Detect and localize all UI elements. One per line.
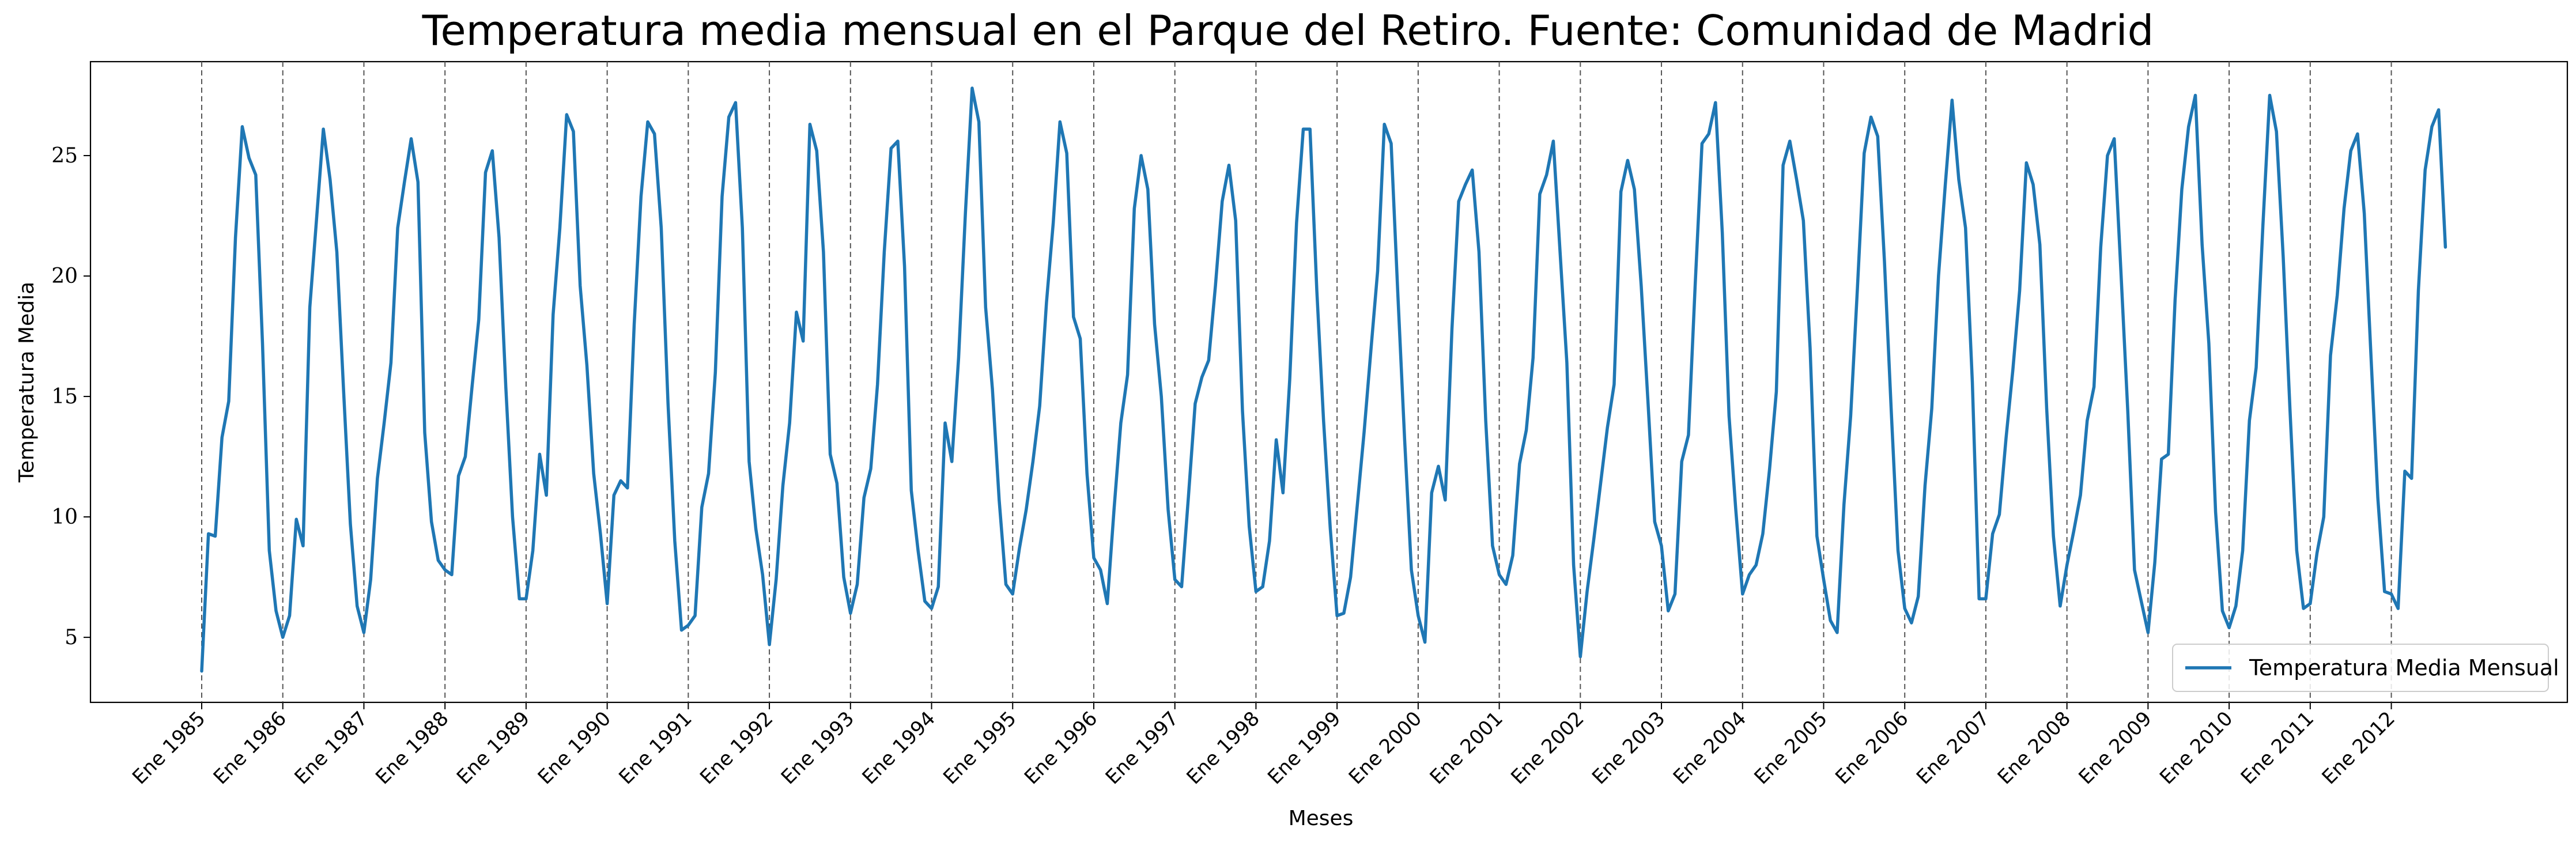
y-tick-label: 15 <box>51 385 78 409</box>
x-tick-label: Ene 1990 <box>534 707 615 789</box>
y-axis-ticks: 5 10 15 20 25 <box>51 144 90 649</box>
legend-label: Temperatura Media Mensual <box>2249 655 2559 680</box>
x-tick-label: Ene 2000 <box>1344 707 1426 789</box>
x-tick-label: Ene 1989 <box>452 707 534 789</box>
x-tick-label: Ene 1987 <box>290 707 372 789</box>
x-tick-label: Ene 2008 <box>1993 707 2075 789</box>
x-tick-label: Ene 1997 <box>1101 707 1183 789</box>
x-tick-label: Ene 1996 <box>1020 707 1102 789</box>
x-tick-label: Ene 2007 <box>1912 707 1994 789</box>
y-tick-label: 25 <box>51 144 78 168</box>
x-tick-label: Ene 1998 <box>1182 707 1264 789</box>
y-tick-label: 10 <box>51 505 78 529</box>
x-tick-label: Ene 2005 <box>1750 707 1832 789</box>
series-line-temperatura-media-mensual <box>200 86 2447 673</box>
x-tick-label: Ene 2012 <box>2318 707 2400 789</box>
legend: Temperatura Media Mensual <box>2172 644 2559 692</box>
x-tick-label: Ene 2010 <box>2155 707 2237 789</box>
plot-frame <box>89 60 2569 704</box>
x-tick-label: Ene 1992 <box>696 707 777 789</box>
x-tick-label: Ene 1986 <box>209 707 291 789</box>
x-tick-label: Ene 1994 <box>858 707 940 789</box>
y-tick-label: 20 <box>51 264 78 288</box>
vertical-gridlines <box>201 62 2392 702</box>
x-tick-label: Ene 2009 <box>2074 707 2156 789</box>
x-tick-label: Ene 2001 <box>1426 707 1508 789</box>
chart-title: Temperatura media mensual en el Parque d… <box>422 6 2154 55</box>
x-tick-label: Ene 2003 <box>1588 707 1670 789</box>
x-tick-label: Ene 1991 <box>614 707 696 789</box>
x-tick-label: Ene 1988 <box>371 707 453 789</box>
x-tick-label: Ene 1995 <box>939 707 1021 789</box>
y-tick-label: 5 <box>65 626 78 649</box>
y-axis-label: Temperatura Media <box>15 282 39 483</box>
x-tick-label: Ene 1999 <box>1263 707 1345 789</box>
x-tick-label: Ene 1993 <box>777 707 859 789</box>
x-tick-label: Ene 2011 <box>2237 707 2318 789</box>
x-tick-label: Ene 2004 <box>1669 707 1751 789</box>
x-tick-label: Ene 2006 <box>1831 707 1913 789</box>
x-tick-label: Ene 1985 <box>128 707 210 789</box>
legend-box <box>2172 644 2549 692</box>
x-axis-label: Meses <box>1289 807 1354 830</box>
x-tick-label: Ene 2002 <box>1506 707 1588 789</box>
